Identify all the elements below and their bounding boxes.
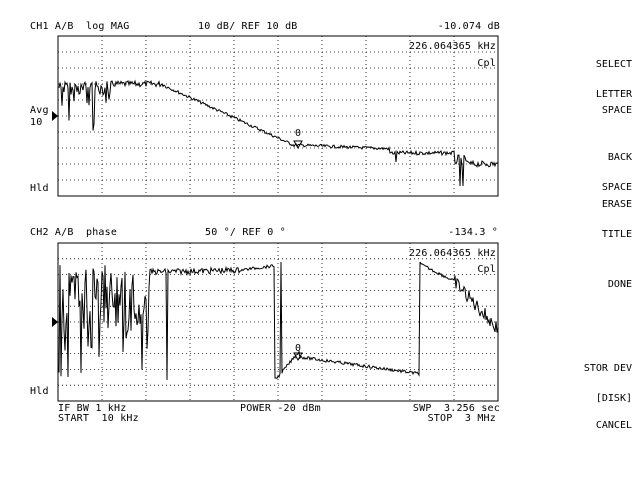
- ch1-graticule: [57, 35, 499, 197]
- ch1-reference-pointer-icon: [52, 111, 58, 121]
- softkey-done-line1: DONE: [607, 279, 632, 290]
- ch1-marker-value: -10.074 dB: [437, 21, 500, 32]
- softkey-store-device-line2: [DISK]: [595, 393, 632, 404]
- ch1-trace: [58, 79, 499, 187]
- if-bandwidth-label: IF BW 1 kHz: [58, 403, 127, 414]
- softkey-back-space[interactable]: BACK SPACE: [542, 133, 632, 203]
- ch2-coupling-label: Cpl: [477, 264, 496, 275]
- ch1-scale-label: 10 dB/ REF 10 dB: [198, 21, 298, 32]
- softkey-store-device-line1: STOR DEV: [583, 363, 632, 374]
- sweep-time-label: SWP 3.256 sec: [412, 403, 500, 414]
- softkey-select-letter-line2: LETTER: [595, 89, 632, 100]
- softkey-select-letter[interactable]: SELECT LETTER: [542, 40, 632, 110]
- ch1-avg-label: Avg: [30, 105, 49, 116]
- softkey-back-space-line2: SPACE: [601, 182, 632, 193]
- ch2-hold-label: Hld: [30, 386, 49, 397]
- softkey-space[interactable]: SPACE: [542, 86, 632, 126]
- softkey-cancel[interactable]: CANCEL: [542, 401, 632, 441]
- softkey-back-space-line1: BACK: [607, 152, 632, 163]
- ch1-marker-number: 0: [295, 128, 302, 139]
- source-power-label: POWER -20 dBm: [240, 403, 321, 414]
- ch2-reference-pointer-icon: [52, 317, 58, 327]
- softkey-erase-title-line1: ERASE: [601, 199, 632, 210]
- ch1-marker-icon: [293, 140, 303, 150]
- softkey-erase-title-line2: TITLE: [601, 229, 632, 240]
- softkey-erase-title[interactable]: ERASE TITLE: [542, 180, 632, 250]
- softkey-done[interactable]: DONE: [542, 260, 632, 300]
- softkey-select-letter-line1: SELECT: [595, 59, 632, 70]
- ch2-marker-icon: [293, 352, 303, 362]
- ch1-hold-label: Hld: [30, 183, 49, 194]
- start-frequency-label: START 10 kHz: [58, 413, 139, 424]
- ch1-header-label: CH1 A/B log MAG: [30, 21, 130, 32]
- softkey-cancel-line1: CANCEL: [595, 420, 632, 431]
- ch2-marker-value: -134.3 °: [448, 227, 498, 238]
- ch2-marker-number: 0: [295, 343, 302, 354]
- ch2-trace: [58, 261, 499, 381]
- ch1-marker-frequency: 226.064365 kHz: [408, 41, 496, 52]
- ch2-marker-frequency: 226.064365 kHz: [408, 248, 496, 259]
- ch1-avg-value: 10: [30, 117, 43, 128]
- ch2-scale-label: 50 °/ REF 0 °: [205, 227, 286, 238]
- ch2-header-label: CH2 A/B phase: [30, 227, 118, 238]
- ch2-graticule: [57, 242, 499, 402]
- softkey-space-line1: SPACE: [601, 105, 632, 116]
- softkey-store-device[interactable]: STOR DEV [DISK]: [542, 344, 632, 414]
- stop-frequency-label: STOP 3 MHz: [427, 413, 496, 424]
- ch1-coupling-label: Cpl: [477, 58, 496, 69]
